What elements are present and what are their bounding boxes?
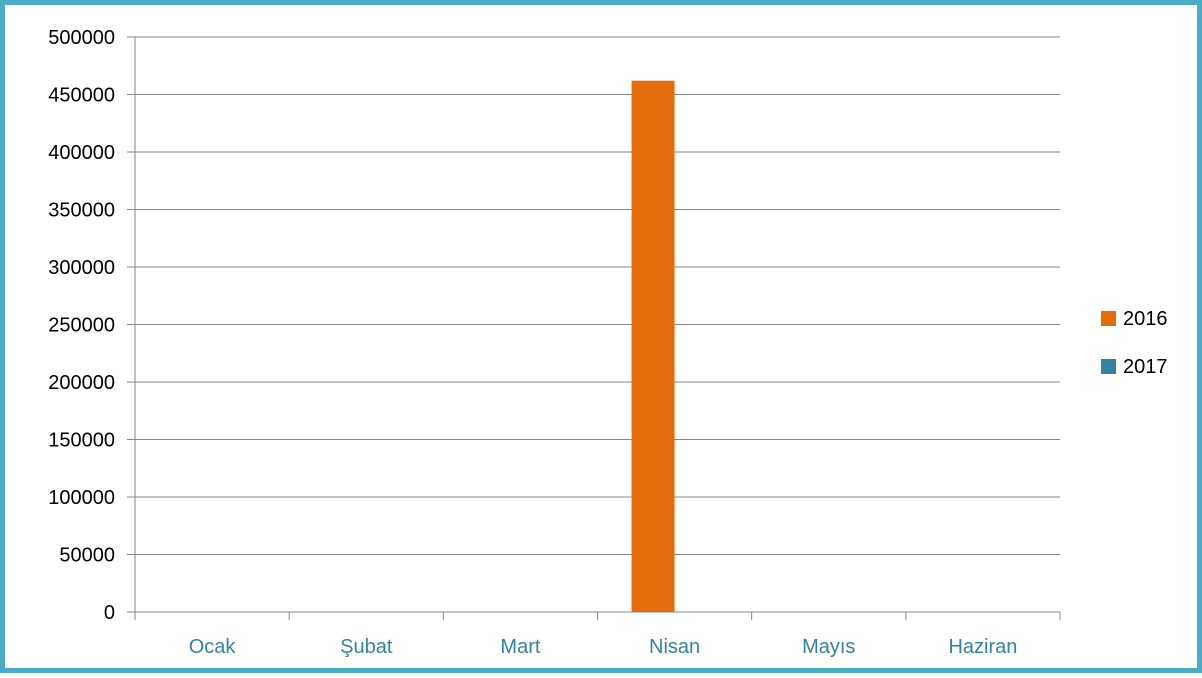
y-axis-tick-labels: 0 50000 100000 150000 200000 250000 300000 3500…	[48, 27, 115, 624]
y-tick-label: 150000	[48, 430, 115, 452]
legend-swatch-2017	[1101, 359, 1116, 374]
x-axis-tick-labels: Ocak Şubat Mart Nisan Mayıs Haziran	[189, 636, 1018, 658]
y-tick-label: 100000	[48, 487, 115, 509]
y-tick-label: 450000	[48, 85, 115, 107]
x-tick-label: Nisan	[649, 636, 700, 658]
y-tick-label: 50000	[59, 545, 115, 567]
legend-label-2017: 2017	[1123, 356, 1168, 378]
legend: 2016 2017	[1101, 308, 1168, 378]
x-tick-label: Ocak	[189, 636, 237, 658]
x-tick-label: Haziran	[948, 636, 1017, 658]
x-axis	[134, 37, 1061, 620]
bars	[631, 80, 675, 612]
bar-2016-Nisan	[631, 80, 675, 612]
x-tick-label: Şubat	[340, 636, 393, 658]
legend-swatch-2016	[1101, 311, 1116, 326]
y-tick-label: 0	[104, 602, 115, 624]
y-tick-label: 300000	[48, 257, 115, 279]
y-tick-label: 200000	[48, 372, 115, 394]
y-tick-label: 250000	[48, 315, 115, 337]
y-tick-label: 350000	[48, 200, 115, 222]
y-tick-label: 500000	[48, 27, 115, 49]
gridlines	[127, 36, 1060, 613]
x-tick-label: Mayıs	[802, 636, 855, 658]
x-tick-label: Mart	[500, 636, 540, 658]
y-tick-label: 400000	[48, 142, 115, 164]
bar-chart: 0 50000 100000 150000 200000 250000 300000 3500…	[48, 27, 1168, 658]
legend-label-2016: 2016	[1123, 308, 1168, 330]
